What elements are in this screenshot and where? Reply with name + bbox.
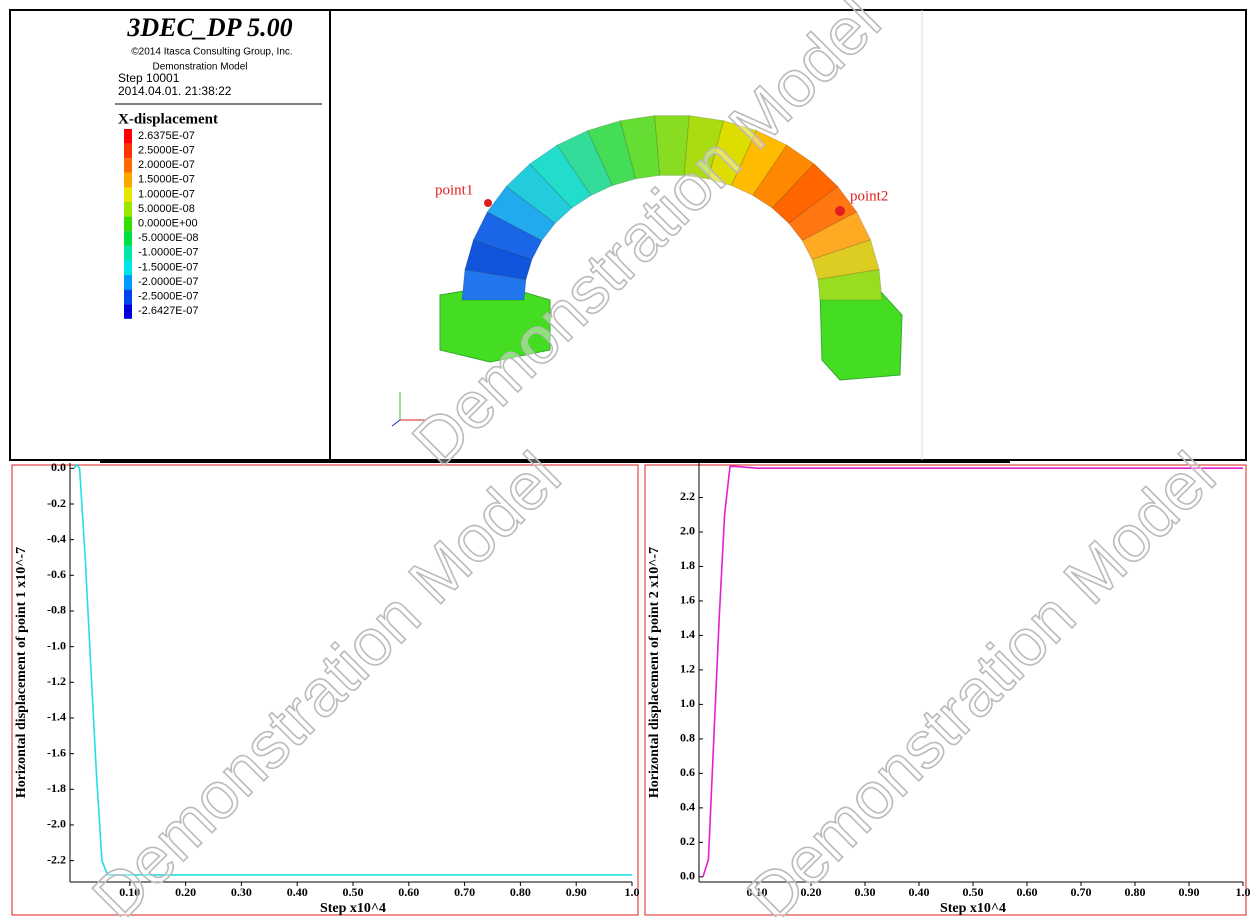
- x-tick-label: 0.30: [231, 885, 252, 899]
- legend-swatch: [124, 275, 132, 290]
- app-title: 3DEC_DP 5.00: [126, 13, 292, 42]
- y-tick-label: -1.6: [47, 745, 66, 759]
- y-tick-label: 0.4: [680, 800, 695, 814]
- x-tick-label: 0.50: [343, 885, 364, 899]
- y-tick-label: 2.2: [680, 489, 695, 503]
- legend-swatch: [124, 231, 132, 246]
- legend-label: -1.0000E-07: [138, 247, 199, 259]
- y-tick-label: -0.4: [47, 531, 66, 545]
- x-tick-label: 0.20: [175, 885, 196, 899]
- y-tick-label: -0.8: [47, 603, 66, 617]
- x-tick-label: 0.90: [1179, 885, 1200, 899]
- legend-label: 2.0000E-07: [138, 159, 195, 171]
- y-axis-label: Horizontal displacement of point 2 x10^-…: [647, 547, 662, 798]
- y-tick-label: 0.6: [680, 765, 695, 779]
- point-marker: [835, 206, 845, 216]
- point-label: point1: [435, 182, 473, 198]
- y-tick-label: 0.8: [680, 731, 695, 745]
- y-tick-label: 0.0: [680, 869, 695, 883]
- point-label: point2: [850, 188, 888, 204]
- legend-label: 0.0000E+00: [138, 218, 198, 230]
- y-axis-label: Horizontal displacement of point 1 x10^-…: [14, 547, 29, 798]
- legend-swatch: [124, 217, 132, 232]
- x-tick-label: 0.80: [510, 885, 531, 899]
- x-tick-label: 0.50: [963, 885, 984, 899]
- legend-swatch: [124, 202, 132, 217]
- copyright: ©2014 Itasca Consulting Group, Inc.: [131, 47, 292, 58]
- x-tick-label: 0.80: [1125, 885, 1146, 899]
- timestamp: 2014.04.01. 21:38:22: [118, 84, 232, 98]
- legend-swatch: [124, 173, 132, 188]
- legend-swatch: [124, 304, 132, 319]
- y-tick-label: -0.2: [47, 496, 66, 510]
- legend-swatch: [124, 246, 132, 261]
- x-tick-label: 0.90: [566, 885, 587, 899]
- y-tick-label: -2.0: [47, 817, 66, 831]
- screenshot: 3DEC_DP 5.00 ©2014 Itasca Consulting Gro…: [0, 0, 1250, 917]
- x-tick-label: 0.40: [287, 885, 308, 899]
- y-tick-label: 1.8: [680, 558, 695, 572]
- y-tick-label: 0.2: [680, 834, 695, 848]
- legend-swatch: [124, 260, 132, 275]
- y-tick-label: -1.4: [47, 710, 66, 724]
- legend-label: -2.5000E-07: [138, 291, 199, 303]
- legend-title: X-displacement: [118, 111, 218, 127]
- y-tick-label: 0.0: [51, 460, 66, 474]
- x-tick-label: 1.0: [625, 885, 640, 899]
- x-axis-label: Step x10^4: [940, 901, 1006, 916]
- legend-label: 1.0000E-07: [138, 188, 195, 200]
- y-tick-label: -2.2: [47, 852, 66, 866]
- x-tick-label: 0.60: [398, 885, 419, 899]
- x-tick-label: 0.40: [909, 885, 930, 899]
- y-tick-label: 1.6: [680, 593, 695, 607]
- y-tick-label: -1.8: [47, 781, 66, 795]
- legend-label: 2.6375E-07: [138, 130, 195, 142]
- legend-swatch: [124, 129, 132, 144]
- legend-label: 1.5000E-07: [138, 174, 195, 186]
- legend-swatch: [124, 187, 132, 202]
- legend-label: -5.0000E-08: [138, 232, 199, 244]
- legend-label: 5.0000E-08: [138, 203, 195, 215]
- y-tick-label: 1.4: [680, 627, 695, 641]
- y-tick-label: 1.0: [680, 696, 695, 710]
- x-tick-label: 0.70: [1071, 885, 1092, 899]
- legend-swatch: [124, 158, 132, 173]
- y-tick-label: 2.0: [680, 524, 695, 538]
- legend-label: 2.5000E-07: [138, 145, 195, 157]
- x-tick-label: 0.70: [454, 885, 475, 899]
- x-tick-label: 0.60: [1017, 885, 1038, 899]
- legend-swatch: [124, 290, 132, 305]
- y-tick-label: -1.0: [47, 638, 66, 652]
- legend-label: -2.0000E-07: [138, 276, 199, 288]
- x-axis-label: Step x10^4: [320, 901, 386, 916]
- point-marker: [484, 199, 492, 207]
- y-tick-label: -1.2: [47, 674, 66, 688]
- legend-label: -1.5000E-07: [138, 261, 199, 273]
- legend-label: -2.6427E-07: [138, 305, 199, 317]
- legend-swatch: [124, 144, 132, 159]
- y-tick-label: 1.2: [680, 662, 695, 676]
- step: Step 10001: [118, 71, 180, 85]
- y-tick-label: -0.6: [47, 567, 66, 581]
- x-tick-label: 1.0: [1236, 885, 1250, 899]
- x-tick-label: 0.30: [855, 885, 876, 899]
